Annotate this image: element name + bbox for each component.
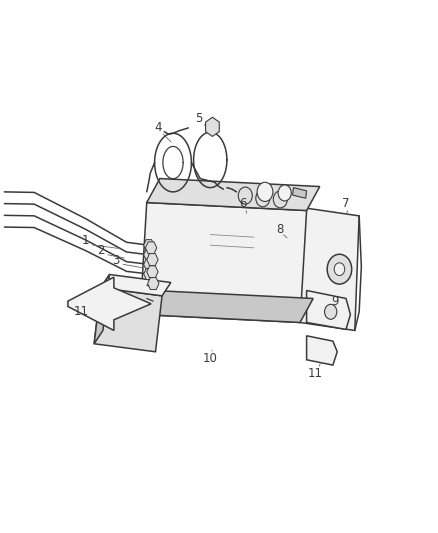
Polygon shape [145, 242, 157, 254]
Text: 1: 1 [81, 235, 89, 247]
Circle shape [278, 185, 291, 201]
Polygon shape [148, 278, 159, 289]
Polygon shape [300, 208, 359, 330]
Text: 5: 5 [196, 112, 203, 125]
Polygon shape [147, 254, 158, 265]
Circle shape [256, 190, 270, 207]
Polygon shape [144, 269, 154, 279]
Text: 3: 3 [113, 254, 120, 266]
Polygon shape [101, 274, 171, 296]
Polygon shape [94, 288, 162, 352]
Polygon shape [140, 290, 313, 322]
Text: 4: 4 [154, 122, 162, 134]
Polygon shape [147, 179, 320, 211]
Text: 9: 9 [331, 295, 339, 308]
Circle shape [325, 304, 337, 319]
Circle shape [334, 263, 345, 276]
Circle shape [273, 191, 287, 208]
Text: 7: 7 [342, 197, 350, 210]
Circle shape [327, 254, 352, 284]
Text: 6: 6 [239, 197, 247, 210]
Text: 11: 11 [74, 305, 88, 318]
Polygon shape [293, 188, 307, 198]
Polygon shape [68, 277, 151, 330]
Circle shape [238, 187, 252, 204]
Polygon shape [205, 117, 219, 136]
Circle shape [257, 182, 273, 201]
Text: 2: 2 [97, 244, 105, 257]
Text: 10: 10 [203, 352, 218, 365]
Text: 11: 11 [308, 367, 323, 379]
Polygon shape [144, 240, 154, 251]
Polygon shape [140, 203, 307, 322]
Text: 8: 8 [276, 223, 283, 236]
Circle shape [207, 120, 218, 134]
Polygon shape [307, 336, 337, 365]
Polygon shape [147, 266, 158, 278]
Polygon shape [94, 274, 110, 344]
Polygon shape [144, 259, 154, 270]
Polygon shape [307, 290, 350, 329]
Polygon shape [144, 249, 154, 260]
